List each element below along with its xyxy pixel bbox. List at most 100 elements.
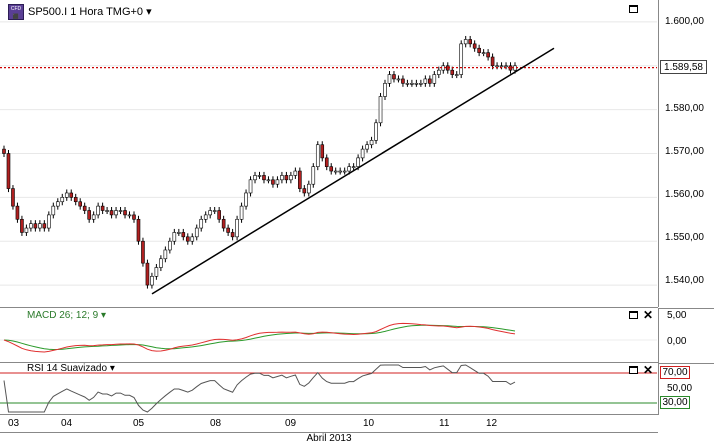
- candle-body: [428, 78, 432, 84]
- candle-body: [360, 148, 365, 159]
- candle-body: [239, 205, 244, 220]
- maximize-pane-icon[interactable]: [629, 5, 638, 13]
- close-macd-icon[interactable]: ✕: [643, 308, 654, 322]
- candle-body: [463, 39, 468, 45]
- candle-body: [369, 140, 374, 146]
- candle-body: [185, 236, 190, 242]
- candle-body: [118, 210, 123, 212]
- macd-chart[interactable]: [0, 308, 657, 362]
- rsi-chart[interactable]: [0, 363, 657, 414]
- candle-body: [6, 153, 11, 189]
- macd-tick: 0,00: [667, 336, 687, 347]
- candle-body: [504, 65, 508, 68]
- candle-body: [257, 175, 262, 177]
- candle-body: [105, 210, 109, 212]
- date-label: 11: [439, 418, 450, 429]
- candle-body: [329, 166, 334, 172]
- close-rsi-icon[interactable]: ✕: [643, 363, 654, 377]
- candle-body: [145, 262, 150, 286]
- current-price-tag: 1.589,58: [660, 60, 707, 74]
- candle-body: [38, 223, 42, 229]
- price-tick: 1.580,00: [665, 103, 704, 114]
- candle-body: [181, 232, 186, 238]
- candle-body: [11, 188, 15, 207]
- date-label: 03: [8, 418, 20, 429]
- candle-body: [450, 69, 455, 75]
- candle-body: [284, 175, 289, 181]
- date-label: 12: [486, 418, 498, 429]
- candle-body: [199, 218, 204, 229]
- candle-body: [436, 69, 441, 75]
- candle-body: [168, 240, 172, 251]
- macd-axis: 5,00 0,00: [658, 308, 714, 363]
- candle-body: [320, 144, 325, 159]
- candle-body: [190, 236, 195, 242]
- candle-body: [405, 83, 410, 85]
- candle-body: [347, 166, 351, 172]
- candle-body: [266, 179, 271, 182]
- maximize-rsi-icon[interactable]: [629, 366, 638, 374]
- cfd-icon[interactable]: CFD ⬛: [8, 4, 24, 20]
- macd-label[interactable]: MACD 26; 12; 9 ▾: [27, 310, 106, 321]
- candle-body: [235, 218, 239, 238]
- candle-body: [495, 65, 499, 68]
- candle-body: [392, 74, 396, 80]
- candle-body: [51, 205, 56, 216]
- candle-body: [472, 43, 477, 49]
- candle-body: [2, 148, 6, 154]
- candle-body: [280, 175, 284, 181]
- candle-body: [20, 218, 24, 233]
- candle-body: [311, 166, 316, 185]
- candle-body: [60, 197, 65, 203]
- month-label: Abril 2013: [0, 432, 658, 444]
- candle-body: [100, 205, 105, 211]
- rsi-line: [3, 364, 516, 413]
- maximize-macd-icon[interactable]: [629, 311, 638, 319]
- candle-body: [217, 210, 221, 220]
- candle-body: [91, 214, 96, 220]
- candle-body: [293, 170, 298, 176]
- price-tick: 1.560,00: [665, 189, 704, 200]
- macd-pane[interactable]: MACD 26; 12; 9 ▾ ✕: [0, 308, 657, 362]
- candle-body: [96, 205, 100, 216]
- candle-body: [172, 232, 177, 242]
- candle-body: [47, 214, 51, 229]
- candle-body: [396, 78, 401, 81]
- date-label: 09: [285, 418, 297, 429]
- rsi-axis: 50,00: [658, 363, 714, 415]
- chart-title[interactable]: SP500.I 1 Hora TMG+0 ▾: [28, 6, 152, 18]
- candle-body: [203, 214, 208, 220]
- price-tick: 1.600,00: [665, 16, 704, 27]
- candle-body: [315, 144, 320, 167]
- macd-line: [3, 322, 516, 353]
- candle-body: [208, 210, 212, 216]
- candle-body: [432, 74, 437, 84]
- candle-body: [73, 197, 78, 203]
- candle-body: [194, 227, 199, 238]
- candle-body: [477, 47, 481, 53]
- price-chart[interactable]: [0, 0, 657, 307]
- candle-body: [307, 183, 311, 194]
- candle-body: [324, 157, 329, 167]
- candle-body: [154, 267, 159, 277]
- candle-body: [212, 210, 217, 212]
- rsi-label[interactable]: RSI 14 Suavizado ▾: [27, 363, 115, 374]
- candle-body: [64, 192, 69, 198]
- candle-body: [387, 74, 392, 84]
- candle-body: [468, 39, 472, 45]
- date-label: 05: [133, 418, 145, 429]
- candle-body: [42, 223, 47, 229]
- candle-body: [177, 232, 181, 234]
- candle-body: [136, 218, 141, 242]
- rsi-pane[interactable]: RSI 14 Suavizado ▾ ✕: [0, 363, 657, 414]
- candle-body: [226, 227, 230, 233]
- candle-body: [141, 240, 145, 264]
- candle-body: [55, 201, 60, 207]
- candle-body: [490, 56, 495, 67]
- candle-body: [423, 78, 428, 84]
- candle-body: [78, 201, 83, 207]
- price-axis: 1.600,00 1.580,00 1.570,00 1.560,00 1.55…: [658, 0, 714, 307]
- candle-body: [221, 218, 226, 229]
- price-pane[interactable]: CFD ⬛ SP500.I 1 Hora TMG+0 ▾: [0, 0, 657, 307]
